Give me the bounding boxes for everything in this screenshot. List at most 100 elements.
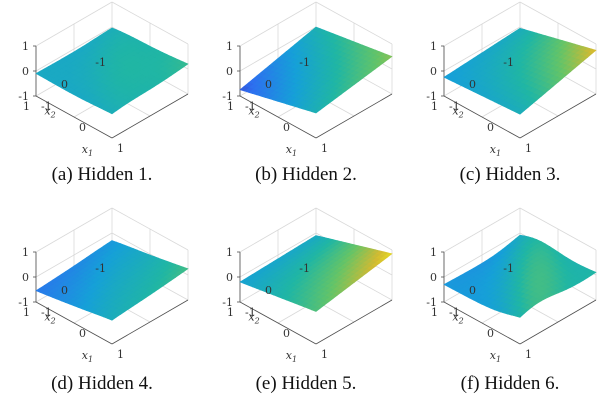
x2-axis-label: x2 (248, 104, 259, 119)
caption: (f) Hidden 6. (460, 373, 560, 394)
z-tick-label: 0 (22, 271, 29, 284)
x1-tick-label: 0 (79, 121, 86, 134)
panel-b: 1 0 -1 1 0 -1 -1 0 1 x2 x1 (b) Hidden 2. (204, 0, 408, 206)
x2-axis-label: x2 (452, 310, 463, 325)
z-tick-label: 0 (430, 271, 437, 284)
x2-tick-label: 0 (61, 78, 68, 91)
x2-axis-label: x2 (452, 104, 463, 119)
x1-tick-label: -1 (449, 306, 460, 319)
x2-tick-label: 1 (227, 306, 234, 319)
panel-f: 1 0 -1 1 0 -1 -1 0 1 x2 x1 (f) Hidden 6. (408, 206, 612, 412)
x2-tick-label: -1 (503, 56, 514, 69)
caption: (d) Hidden 4. (51, 373, 153, 394)
x2-tick-label: -1 (299, 56, 310, 69)
surface-patch (35, 287, 46, 293)
surface-patch (443, 281, 454, 288)
x1-tick-label: 1 (117, 348, 124, 361)
z-tick-label: 1 (430, 246, 437, 259)
caption: (b) Hidden 2. (255, 164, 357, 185)
surface (35, 27, 189, 115)
x2-tick-label: 1 (23, 306, 30, 319)
axis-line (519, 299, 597, 345)
x2-tick-label: -1 (95, 56, 106, 69)
z-tick-label: 1 (226, 246, 233, 259)
x1-axis-label: x1 (82, 143, 93, 158)
panel-a: 1 0 -1 1 0 -1 -1 0 1 x2 x1 (a) Hidden 1. (0, 0, 204, 206)
z-tick-label: 0 (226, 65, 233, 78)
x1-tick-label: 0 (283, 121, 290, 134)
x1-tick-label: 0 (283, 327, 290, 340)
caption: (e) Hidden 5. (255, 373, 357, 394)
z-tick-label: 1 (226, 40, 233, 53)
x1-axis-label: x1 (286, 143, 297, 158)
axis-line (443, 95, 521, 139)
axis-line (239, 301, 317, 345)
surface-patch (239, 85, 250, 92)
x1-tick-label: -1 (41, 306, 52, 319)
x2-tick-label: 0 (265, 78, 272, 91)
surface (35, 240, 189, 321)
x2-tick-label: 1 (431, 306, 438, 319)
z-tick-label: 0 (22, 65, 29, 78)
x2-tick-label: 1 (227, 100, 234, 113)
x1-tick-label: 1 (117, 142, 124, 155)
x2-tick-label: 0 (469, 78, 476, 91)
x1-tick-label: -1 (449, 100, 460, 113)
z-tick-label: -1 (18, 90, 29, 103)
z-tick-label: 0 (430, 65, 437, 78)
z-tick-label: 1 (22, 40, 29, 53)
z-tick-label: -1 (222, 296, 233, 309)
x1-tick-label: 0 (487, 121, 494, 134)
z-tick-label: 0 (226, 271, 233, 284)
axis-line (443, 301, 521, 345)
z-tick-label: -1 (426, 296, 437, 309)
x2-tick-label: 1 (23, 100, 30, 113)
x2-tick-label: -1 (95, 262, 106, 275)
x2-axis-label: x2 (248, 310, 259, 325)
z-tick-label: -1 (18, 296, 29, 309)
x1-axis-label: x1 (490, 349, 501, 364)
x2-tick-label: -1 (503, 262, 514, 275)
x1-tick-label: 1 (321, 348, 328, 361)
x1-axis-label: x1 (490, 143, 501, 158)
x1-tick-label: -1 (245, 306, 256, 319)
x1-tick-label: 1 (525, 142, 532, 155)
z-tick-label: -1 (222, 90, 233, 103)
surface (443, 234, 597, 318)
x1-tick-label: -1 (41, 100, 52, 113)
z-tick-label: 1 (22, 246, 29, 259)
x2-tick-label: 0 (265, 284, 272, 297)
surface (239, 26, 393, 114)
surface-patch (239, 279, 250, 284)
axis-line (519, 93, 597, 139)
surface (443, 27, 597, 115)
axis-line (35, 301, 113, 345)
x1-axis-label: x1 (286, 349, 297, 364)
axis-line (111, 93, 189, 139)
x2-axis-label: x2 (44, 310, 55, 325)
x2-tick-label: -1 (299, 262, 310, 275)
panel-d: 1 0 -1 1 0 -1 -1 0 1 x2 x1 (d) Hidden 4. (0, 206, 204, 412)
x2-tick-label: 1 (431, 100, 438, 113)
z-tick-label: -1 (426, 90, 437, 103)
surface (239, 235, 393, 312)
surface-patch (35, 70, 46, 77)
panel-c: 1 0 -1 1 0 -1 -1 0 1 x2 x1 (c) Hidden 3. (408, 0, 612, 206)
x1-tick-label: 1 (321, 142, 328, 155)
x1-axis-label: x1 (82, 349, 93, 364)
axis-line (35, 95, 113, 139)
axis-line (111, 299, 189, 345)
x1-tick-label: 0 (487, 327, 494, 340)
